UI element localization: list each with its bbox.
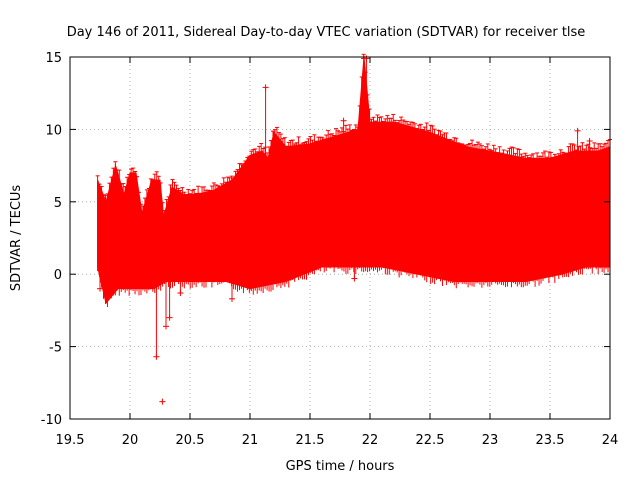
x-tick-label: 22 xyxy=(362,433,379,448)
chart-title: Day 146 of 2011, Sidereal Day-to-day VTE… xyxy=(67,25,586,40)
x-tick-label: 23 xyxy=(482,433,499,448)
plot-frame xyxy=(69,56,611,420)
y-axis-label: SDTVAR / TECUs xyxy=(9,185,24,292)
x-tick-label: 20 xyxy=(122,433,139,448)
x-tick-label: 21.5 xyxy=(296,433,325,448)
x-tick-label: 22.5 xyxy=(416,433,445,448)
x-tick-label: 21 xyxy=(242,433,259,448)
x-tick-label: 20.5 xyxy=(176,433,205,448)
axis-ticks: 19.5 20 20.5 21 21.5 22 22.5 23 23.5 24 -10 -5 0 5 10 1… xyxy=(41,51,619,448)
y-tick-label: 0 xyxy=(54,268,62,283)
y-tick-label: 10 xyxy=(45,123,62,138)
x-axis-label: GPS time / hours xyxy=(286,459,395,474)
x-tick-label: 19.5 xyxy=(56,433,85,448)
y-tick-label: -5 xyxy=(49,341,62,356)
y-tick-label: 15 xyxy=(45,51,62,66)
data-series xyxy=(95,53,612,405)
x-tick-label: 24 xyxy=(602,433,619,448)
y-tick-label: -10 xyxy=(41,413,62,428)
y-tick-label: 5 xyxy=(54,196,62,211)
x-tick-label: 23.5 xyxy=(536,433,565,448)
